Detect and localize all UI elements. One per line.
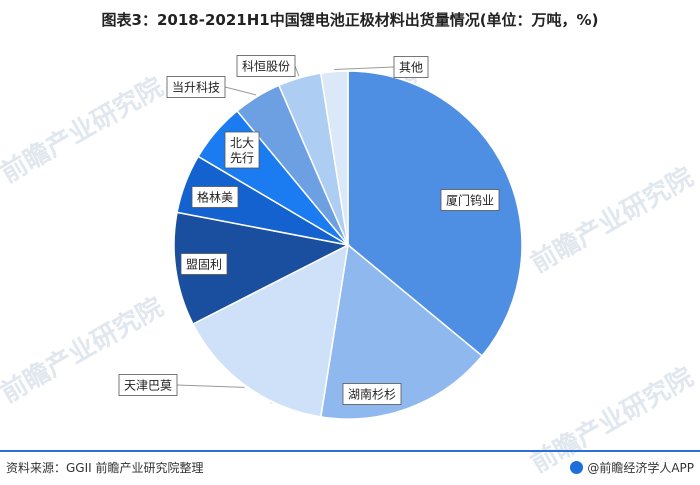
slice-label: 盟固利 [186,258,222,272]
slice-label-box [440,189,500,211]
slice-label: 天津巴莫 [124,379,172,393]
footer-divider [0,450,700,452]
slice-label: 其他 [399,61,423,75]
label-leader-line [294,65,300,77]
pie-slice [319,243,484,420]
source-note: 资料来源：GGII 前瞻产业研究院整理 [6,461,204,475]
brand-signature: @前瞻经济学人APP [570,459,694,476]
slice-label: 科恒股份 [242,60,290,74]
pie-slice [191,243,349,418]
slice-label: 北大先行 [230,136,254,165]
label-leader-line [224,86,257,96]
slice-label-box [191,186,239,208]
slice-label-box [118,374,178,396]
pie-slice [173,211,351,325]
slice-label-box [180,253,228,275]
slice-label-box [342,383,402,405]
slice-label-box [236,55,296,77]
brand-logo-icon [570,461,584,474]
label-leader-line [176,384,245,388]
slice-label-box [393,56,429,78]
slice-label: 厦门钨业 [446,193,494,208]
slice-label-box [166,76,226,98]
label-leader-line [334,66,395,70]
pie-slice [347,70,523,357]
pie-slice [319,70,349,246]
slice-label-box [224,131,260,169]
pie-slices [173,70,523,420]
chart-title: 图表3：2018-2021H1中国锂电池正极材料出货量情况(单位：万吨，%) [101,11,599,29]
brand-text: @前瞻经济学人APP [587,461,694,475]
slice-label: 格林美 [197,190,233,205]
slice-label: 湖南杉杉 [348,387,396,402]
slice-label: 当升科技 [172,81,220,95]
